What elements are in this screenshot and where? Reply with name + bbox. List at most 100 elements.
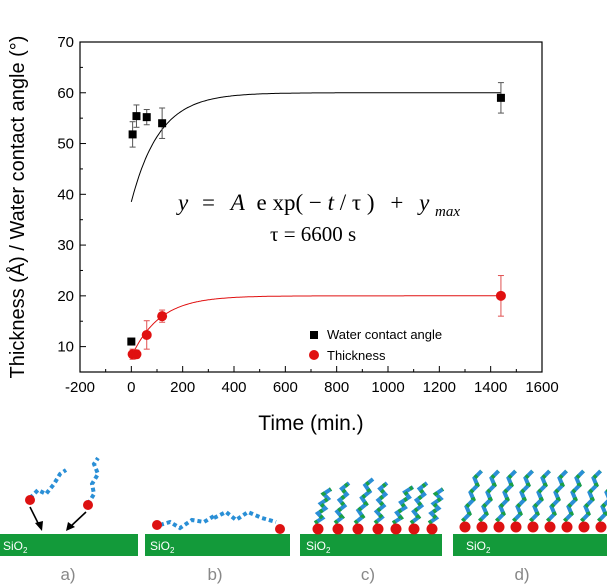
molecule-a1-head bbox=[25, 495, 35, 505]
eq-tau: τ bbox=[352, 190, 361, 215]
molecule-d5-chain bbox=[529, 469, 551, 523]
molecule-c1-head bbox=[312, 523, 324, 535]
eq-e: e bbox=[257, 190, 267, 215]
molecule-d4-head bbox=[510, 521, 522, 533]
eq-minus: − bbox=[309, 190, 322, 215]
panel-label-c: c) bbox=[361, 565, 375, 584]
molecule-c7-chain-segments bbox=[427, 487, 445, 525]
eq-y: y bbox=[176, 190, 189, 215]
molecule-d4-chain bbox=[512, 469, 534, 523]
schematic: SiO2 a) SiO2 b) bbox=[0, 456, 607, 584]
point-water-contact-angle bbox=[127, 337, 136, 346]
molecule-a2-head bbox=[83, 500, 93, 510]
substrate-label-c: SiO2 bbox=[306, 539, 331, 555]
molecule-c6-head bbox=[408, 523, 420, 535]
molecule-d7-head bbox=[561, 521, 573, 533]
x-axis-label: Time (min.) bbox=[258, 412, 363, 435]
molecule-d2-chain-segments bbox=[478, 469, 500, 523]
legend-label-water-contact-angle: Water contact angle bbox=[327, 327, 442, 342]
x-tick-label: 1000 bbox=[371, 379, 404, 396]
molecule-d9-head bbox=[595, 521, 607, 533]
molecule-c4-chain-segments bbox=[373, 481, 389, 525]
eq-equals: = bbox=[202, 190, 215, 215]
legend-marker-water-contact-angle bbox=[310, 331, 318, 339]
legend: Water contact angle Thickness bbox=[309, 327, 442, 363]
panel-a: SiO2 a) bbox=[0, 456, 138, 584]
molecule-a1-chain bbox=[28, 468, 68, 500]
substrate-a bbox=[0, 534, 138, 556]
eq-xp: xp( bbox=[272, 190, 303, 215]
molecule-c7-head bbox=[426, 523, 438, 535]
molecule-d6-chain-segments bbox=[546, 469, 568, 523]
molecule-c2-chain-segments bbox=[333, 481, 351, 525]
point-water-contact-angle bbox=[132, 112, 141, 121]
point-thickness bbox=[141, 329, 152, 340]
molecule-d3-head bbox=[493, 521, 505, 533]
molecule-d6-chain bbox=[546, 469, 568, 523]
arrow-a2-head bbox=[66, 522, 75, 531]
molecule-c1-chain-segments bbox=[313, 487, 333, 525]
eq-ymax-sub: max bbox=[435, 204, 460, 220]
molecule-d8-head bbox=[578, 521, 590, 533]
y-tick-label: 50 bbox=[57, 136, 74, 153]
arrow-a1-head bbox=[35, 521, 43, 531]
data-points bbox=[127, 82, 506, 360]
y-tick-label: 20 bbox=[57, 288, 74, 305]
x-tick-label: -200 bbox=[65, 379, 95, 396]
molecule-b2-chain bbox=[213, 509, 277, 524]
eq-slash: / bbox=[340, 190, 347, 215]
fit-curve-thickness bbox=[130, 295, 501, 358]
point-thickness bbox=[157, 311, 168, 322]
point-water-contact-angle bbox=[496, 93, 505, 102]
molecule-d8-chain bbox=[580, 469, 602, 523]
molecule-d9-chain-segments bbox=[597, 489, 607, 523]
panel-c: SiO2 c) bbox=[300, 477, 445, 584]
eq-A: A bbox=[229, 190, 246, 215]
molecule-d8-chain-segments bbox=[580, 469, 602, 523]
x-tick-label: 800 bbox=[324, 379, 349, 396]
equation-annotation: y = A e xp( − t / τ ) + y max bbox=[176, 190, 460, 220]
legend-marker-thickness bbox=[309, 350, 319, 360]
molecule-d3-chain-segments bbox=[495, 469, 517, 523]
y-tick-label: 60 bbox=[57, 85, 74, 102]
x-tick-label: 400 bbox=[221, 379, 246, 396]
point-water-contact-angle bbox=[128, 130, 137, 139]
molecule-d2-head bbox=[476, 521, 488, 533]
x-axis-ticks: -200 0 200 400 600 800 1000 1200 1400 1600 bbox=[65, 366, 559, 396]
tau-annotation: τ = 6600 s bbox=[270, 222, 356, 246]
y-axis-ticks: 10 20 30 40 50 60 70 bbox=[57, 34, 86, 373]
molecule-c3-chain-segments bbox=[353, 477, 375, 525]
x-tick-label: 1200 bbox=[423, 379, 456, 396]
molecule-b1-head bbox=[152, 520, 162, 530]
panel-b: SiO2 b) bbox=[145, 509, 290, 584]
molecule-b1-chain bbox=[159, 514, 216, 531]
substrate-d bbox=[453, 534, 607, 556]
molecule-d1-chain bbox=[461, 469, 483, 523]
molecule-c5-chain-segments bbox=[391, 485, 415, 525]
molecule-c6-chain-segments bbox=[409, 481, 429, 525]
molecule-d2-chain bbox=[478, 469, 500, 523]
molecule-d6-head bbox=[544, 521, 556, 533]
panel-label-a: a) bbox=[60, 565, 75, 584]
molecule-c4-head bbox=[372, 523, 384, 535]
substrate-b bbox=[145, 534, 290, 556]
point-water-contact-angle bbox=[158, 119, 167, 128]
arrow-a2 bbox=[69, 511, 87, 528]
substrate-label-d: SiO2 bbox=[466, 539, 491, 555]
molecule-d5-head bbox=[527, 521, 539, 533]
eq-ymax-y: y bbox=[417, 190, 430, 215]
point-thickness bbox=[495, 290, 506, 301]
y-tick-label: 40 bbox=[57, 186, 74, 203]
molecule-b2-head bbox=[275, 524, 285, 534]
x-tick-label: 600 bbox=[273, 379, 298, 396]
panel-d: SiO2 d) bbox=[453, 469, 607, 584]
x-tick-label: 1600 bbox=[525, 379, 558, 396]
molecule-d5-chain-segments bbox=[529, 469, 551, 523]
molecule-c3-head bbox=[352, 523, 364, 535]
x-tick-label: 200 bbox=[170, 379, 195, 396]
molecule-d7-chain bbox=[563, 469, 585, 523]
y-tick-label: 10 bbox=[57, 339, 74, 356]
x-tick-label: 1400 bbox=[474, 379, 507, 396]
eq-t: t bbox=[328, 190, 335, 215]
